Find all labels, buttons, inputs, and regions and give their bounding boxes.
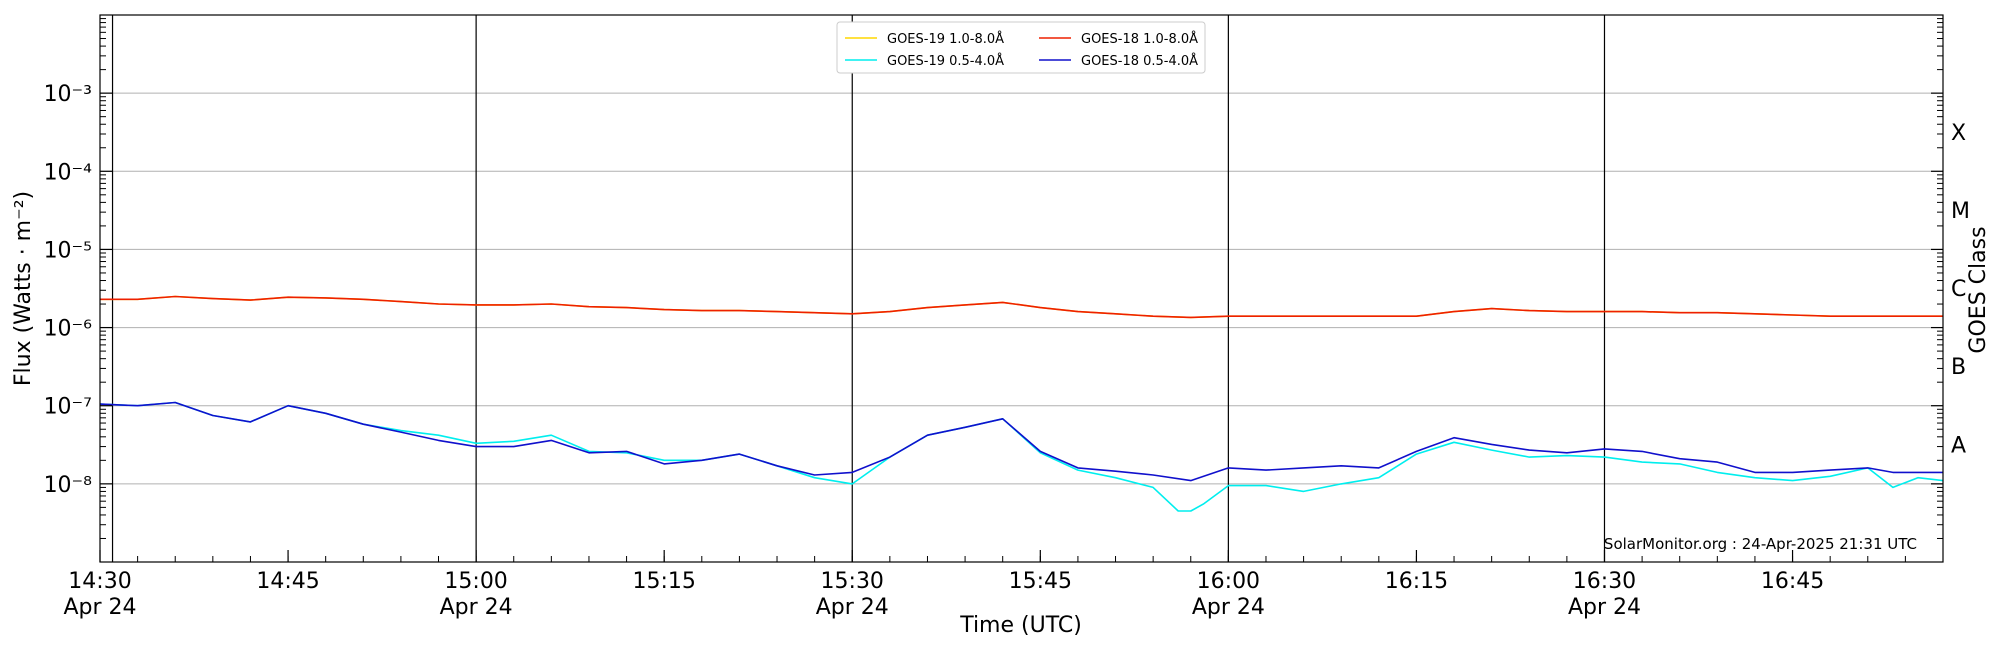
x-tick-label: 15:45 [1009,569,1072,594]
goes-class-m: M [1951,199,1970,224]
series-line-1 [100,295,1943,319]
x-tick-date-label: Apr 24 [1568,595,1641,620]
goes-class-b: B [1951,355,1966,380]
y-tick-label: 10⁻³ [44,82,92,107]
y-tick-label: 10⁻⁷ [44,395,92,420]
grid-lines [100,92,1943,485]
x-tick-label: 16:15 [1385,569,1448,594]
legend-entry-0: GOES-19 1.0-8.0Å [887,31,1004,47]
y-axis-title: Flux (Watts · m⁻²) [11,191,36,386]
goes-class-labels: A B C M X [1951,121,1970,459]
y-tick-label: 10⁻⁴ [44,160,93,185]
legend-entry-2: GOES-19 0.5-4.0Å [887,53,1004,69]
goes-class-c: C [1951,277,1966,302]
x-tick-label: 14:30 [68,569,131,594]
y-tick-label: 10⁻⁶ [44,317,93,342]
x-tick-label: 16:30 [1573,569,1636,594]
x-tick-date-label: Apr 24 [816,595,889,620]
plot-frame [99,14,1944,563]
x-tick-label: 15:30 [821,569,884,594]
legend-entry-3: GOES-18 0.5-4.0Å [1081,53,1198,69]
x-tick-date-label: Apr 24 [63,595,136,620]
legend-entry-1: GOES-18 1.0-8.0Å [1081,31,1198,47]
x-tick-label: 16:45 [1761,569,1824,594]
x-tick-label: 15:00 [444,569,507,594]
series-lines [99,295,1944,512]
x-tick-label: 15:15 [632,569,695,594]
y-tick-label: 10⁻⁸ [44,473,93,498]
x-tick-label: 14:45 [256,569,319,594]
goes-class-x: X [1951,121,1966,146]
series-line-3 [99,401,1943,482]
legend: GOES-19 1.0-8.0Å GOES-18 1.0-8.0Å GOES-19 … [836,21,1206,74]
legend-box [836,21,1206,74]
credit-text: SolarMonitor.org : 24-Apr-2025 21:31 UTC [1604,535,1917,553]
vertical-markers [111,15,1606,562]
right-axis-title: GOES Class [1966,226,1991,353]
x-tick-label: 16:00 [1197,569,1260,594]
goes-class-a: A [1951,433,1966,458]
series-line-2 [99,401,1944,512]
y-tick-label: 10⁻⁵ [44,238,92,263]
x-axis-title: Time (UTC) [959,613,1082,638]
x-tick-date-label: Apr 24 [1192,595,1265,620]
x-tick-date-label: Apr 24 [440,595,513,620]
y-axis-ticks: 10⁻⁸ 10⁻⁷ 10⁻⁶ 10⁻⁵ 10⁻⁴ 10⁻³ [44,18,1943,539]
